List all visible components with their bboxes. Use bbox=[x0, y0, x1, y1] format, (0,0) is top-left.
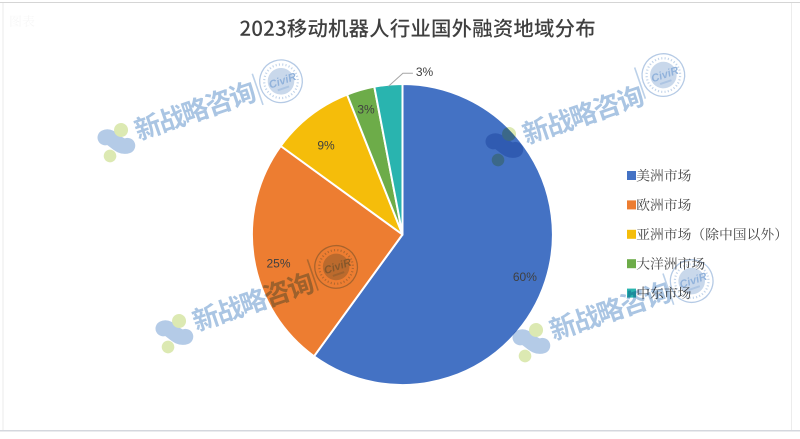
svg-text:3%: 3% bbox=[357, 102, 375, 116]
svg-text:3%: 3% bbox=[416, 65, 434, 79]
svg-text:25%: 25% bbox=[266, 256, 290, 270]
svg-text:9%: 9% bbox=[317, 139, 335, 153]
svg-text:60%: 60% bbox=[513, 270, 537, 284]
